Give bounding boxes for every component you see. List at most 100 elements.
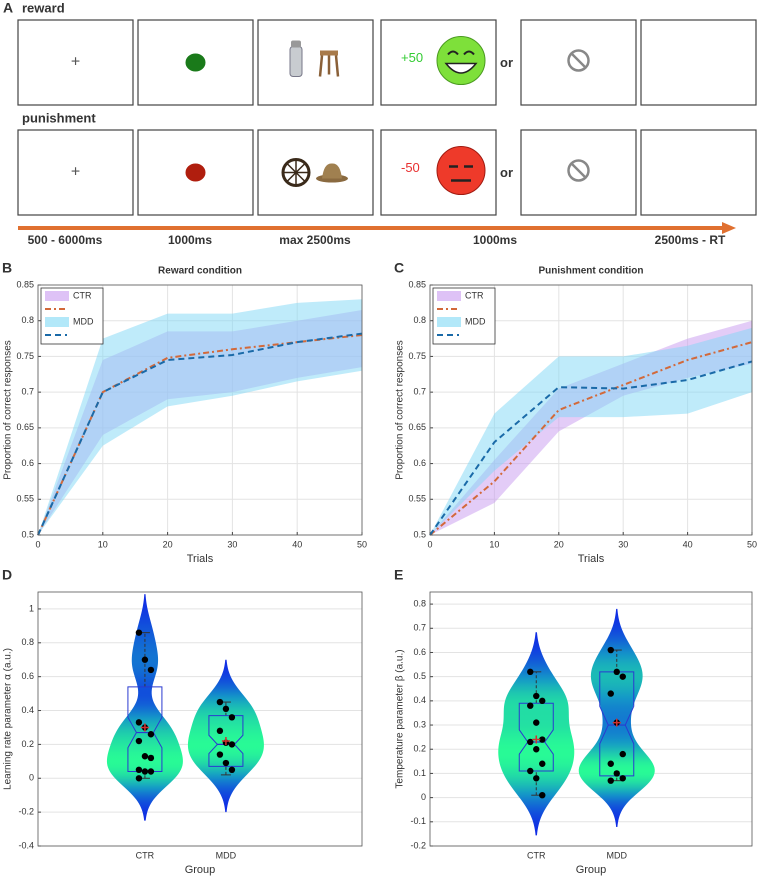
x-tick-label: 0 (35, 539, 40, 549)
data-point (216, 727, 224, 735)
legend-label: CTR (465, 290, 484, 300)
data-point (527, 702, 534, 709)
y-tick-label: 0.8 (413, 315, 426, 325)
data-point (135, 737, 143, 745)
y-tick-label: 0.75 (16, 351, 34, 361)
screen (17, 19, 134, 106)
cue (185, 53, 206, 72)
x-axis-label: Trials (578, 553, 605, 565)
data-point (135, 719, 143, 726)
face (449, 165, 473, 182)
fixation: + (71, 54, 80, 71)
y-tick-label: 1 (29, 603, 34, 613)
data-point (607, 690, 614, 697)
panel-letter: D (2, 567, 12, 583)
or-label: or (500, 55, 513, 70)
x-axis-label: Group (185, 864, 216, 876)
y-tick-label: 0.75 (408, 351, 426, 361)
face (436, 146, 486, 195)
y-tick-label: 0.6 (21, 671, 34, 681)
feedback-points: +50 (401, 50, 423, 65)
y-tick-label: 0.1 (413, 768, 426, 778)
y-tick-label: 0.2 (21, 739, 34, 749)
legend-swatch (437, 291, 461, 301)
face (447, 50, 475, 56)
or-label: or (500, 165, 513, 180)
no-response (570, 52, 587, 69)
mean-line (429, 360, 753, 536)
y-tick-label: 0 (421, 792, 426, 802)
y-tick-label: 0.5 (21, 529, 34, 539)
no-response (570, 162, 587, 179)
x-tick-label: 20 (163, 539, 173, 549)
timeline-label: max 2500ms (279, 233, 351, 247)
mean-line (429, 341, 753, 536)
y-axis-label: Proportion of correct responses (395, 340, 406, 480)
data-point (141, 753, 149, 760)
axes-frame (429, 591, 753, 847)
y-tick-label: 0.5 (413, 671, 426, 681)
face (436, 36, 486, 85)
x-axis-label: Trials (187, 553, 214, 565)
data-point (135, 629, 143, 636)
screen (520, 19, 637, 106)
screen (137, 129, 254, 216)
data-point (607, 760, 614, 767)
data-point (222, 705, 230, 713)
data-point (607, 646, 614, 654)
x-tick-label: 0 (427, 539, 432, 549)
y-tick-label: 0.6 (21, 458, 34, 468)
panel-letter: B (2, 260, 12, 276)
row-label: punishment (22, 110, 96, 125)
face (444, 62, 478, 74)
data-point (141, 656, 149, 663)
data-point (228, 741, 236, 748)
no-response (567, 49, 590, 72)
stimulus (318, 55, 340, 77)
x-tick-label: 10 (489, 539, 499, 549)
data-point (619, 775, 626, 782)
y-tick-label: 0.65 (408, 422, 426, 432)
data-point (607, 777, 614, 784)
y-tick-label: 0.85 (16, 279, 34, 289)
y-tick-label: 0.8 (21, 315, 34, 325)
data-point (216, 751, 224, 758)
cue (185, 163, 206, 182)
y-tick-label: 0.8 (413, 598, 426, 608)
mean-marker (532, 735, 541, 744)
data-point (533, 692, 540, 700)
box (599, 671, 635, 777)
legend-label: MDD (73, 316, 94, 326)
y-tick-label: 0.6 (413, 647, 426, 657)
data-point (613, 770, 620, 777)
x-tick-label: 30 (618, 539, 628, 549)
mean-marker (140, 723, 149, 732)
y-axis-label: Learning rate parameter α (a.u.) (3, 648, 14, 790)
screen (257, 129, 374, 216)
y-tick-label: 0.4 (413, 695, 426, 705)
legend-swatch (45, 291, 69, 301)
x-tick-label: 10 (98, 539, 108, 549)
timeline-arrow (722, 222, 736, 234)
y-tick-label: -0.2 (410, 840, 426, 850)
stimulus (322, 163, 342, 179)
box (208, 715, 244, 767)
y-tick-label: -0.1 (410, 816, 426, 826)
data-point (228, 766, 236, 773)
x-tick-label: 50 (357, 539, 367, 549)
y-tick-label: 0.7 (21, 387, 34, 397)
y-tick-label: 0 (29, 773, 34, 783)
data-point (135, 775, 143, 782)
y-tick-label: 0.7 (413, 623, 426, 633)
no-response (567, 159, 590, 182)
stimulus (320, 50, 338, 56)
chart-title: Punishment condition (539, 266, 644, 277)
x-axis-label: Group (576, 864, 607, 876)
data-point (533, 719, 540, 726)
panel-letter: A (3, 0, 13, 16)
axes-frame (37, 591, 363, 847)
y-tick-label: 0.85 (408, 279, 426, 289)
stimulus (291, 40, 301, 48)
box (127, 686, 163, 772)
